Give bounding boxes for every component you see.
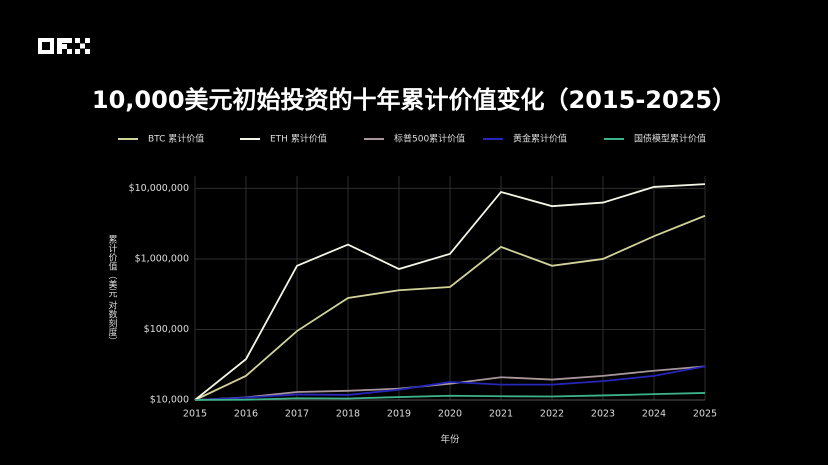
x-tick-label: 2017	[285, 409, 309, 420]
chart-title: 10,000美元初始投资的十年累计价值变化（2015-2025）	[92, 86, 736, 114]
legend-label: 标普500累计价值	[394, 133, 465, 145]
x-tick-label: 2019	[387, 409, 411, 420]
y-axis-label: 累计价值（美元 对数刻度）	[107, 234, 118, 345]
series-line	[194, 214, 706, 401]
series-line	[194, 183, 706, 401]
legend-label: BTC 累计价值	[148, 133, 204, 145]
y-tick-label: $10,000	[150, 395, 189, 406]
series-line	[194, 365, 706, 401]
y-tick-label: $10,000,000	[129, 183, 189, 194]
series-line	[194, 392, 706, 401]
x-axis-label: 年份	[440, 434, 460, 446]
x-tick-label: 2024	[642, 409, 666, 420]
x-tick-label: 2015	[183, 409, 207, 420]
legend-label: 国债模型累计价值	[634, 133, 706, 145]
x-tick-label: 2021	[489, 409, 513, 420]
x-tick-label: 2022	[540, 409, 564, 420]
x-tick-label: 2020	[438, 409, 462, 420]
x-tick-label: 2025	[693, 409, 717, 420]
y-tick-label: $100,000	[144, 324, 189, 335]
y-tick-label: $1,000,000	[135, 253, 189, 264]
logo	[38, 38, 90, 54]
x-tick-label: 2023	[591, 409, 615, 420]
legend-label: 黄金累计价值	[513, 133, 567, 145]
x-tick-label: 2016	[234, 409, 258, 420]
series-line	[194, 365, 706, 401]
x-tick-label: 2018	[336, 409, 360, 420]
legend-label: ETH 累计价值	[270, 133, 327, 145]
